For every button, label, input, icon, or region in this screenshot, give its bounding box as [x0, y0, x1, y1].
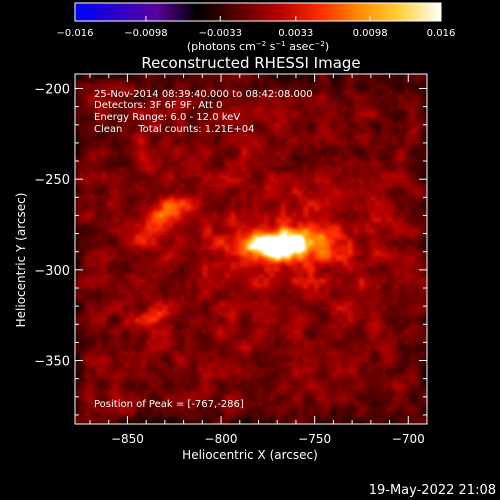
colorbar-tick-label: 0.0033	[278, 28, 313, 39]
y-axis-label: Heliocentric Y (arcsec)	[14, 193, 28, 328]
annotation-time: 25-Nov-2014 08:39:40.000 to 08:42:08.000	[94, 89, 313, 100]
x-tick-label: −850	[111, 432, 144, 446]
colorbar-tick-label: −0.0098	[124, 28, 167, 39]
annotation-energy: Energy Range: 6.0 - 12.0 keV	[94, 112, 240, 123]
annotation-counts: Clean Total counts: 1.21E+04	[94, 124, 254, 135]
x-tick-label: −750	[298, 432, 331, 446]
colorbar-tick-label: −0.0033	[199, 28, 242, 39]
colorbar: −0.016 −0.0098 −0.0033 0.0033 0.0098 0.016 (p…	[56, 2, 455, 53]
annotation-block: 25-Nov-2014 08:39:40.000 to 08:42:08.000…	[94, 89, 313, 135]
colorbar-gradient	[74, 2, 442, 22]
y-axis-ticks: −200 −250 −300 −350	[34, 83, 427, 416]
annotation-detectors: Detectors: 3F 6F 9F, Att 0	[94, 100, 222, 111]
y-tick-label: −300	[34, 264, 70, 279]
x-tick-label: −800	[205, 432, 238, 446]
x-tick-label: −700	[392, 432, 425, 446]
colorbar-tick-label: 0.016	[427, 28, 456, 39]
y-tick-label: −200	[34, 83, 70, 98]
peak-position-label: Position of Peak = [-767,-286]	[94, 399, 244, 410]
colorbar-tick-label: −0.016	[56, 28, 93, 39]
x-axis-ticks: −850 −800 −750 −700	[89, 74, 428, 446]
heatmap-area	[74, 73, 428, 425]
footer-timestamp: 19-May-2022 21:08	[369, 483, 496, 498]
colorbar-tick-label: 0.0098	[353, 28, 388, 39]
y-tick-label: −350	[34, 355, 70, 370]
colorbar-unit-label: (photons cm−2 s−1 asec−2)	[187, 40, 329, 53]
plot-frame	[74, 73, 428, 425]
colorbar-ticks: −0.016 −0.0098 −0.0033 0.0033 0.0098 0.016	[56, 16, 455, 39]
chart-title: Reconstructed RHESSI Image	[141, 54, 360, 72]
x-axis-label: Heliocentric X (arcsec)	[182, 448, 318, 462]
heatmap-image	[75, 74, 427, 424]
y-tick-label: −250	[34, 173, 70, 188]
